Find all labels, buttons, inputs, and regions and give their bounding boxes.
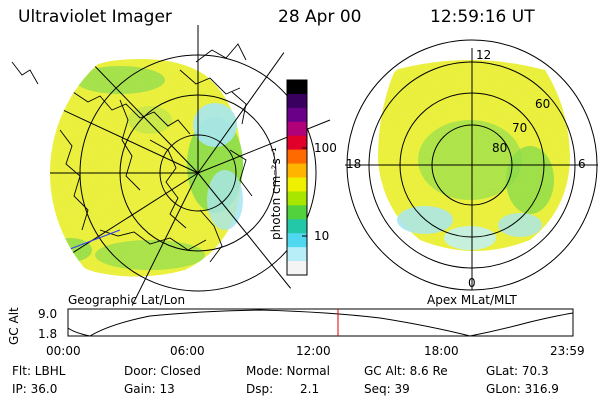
apex-polar-map: 12 18 6 0 60 70 80 [345, 39, 598, 291]
mode-status: Mode: Normal [246, 364, 330, 378]
door-status: Door: Closed [124, 364, 201, 378]
colorbar-band [287, 135, 307, 151]
ip-status: IP: 36.0 [12, 382, 58, 396]
timeline-ytick-low: 1.8 [38, 327, 57, 341]
altitude-timeline [67, 308, 574, 337]
filter-status: Flt: LBHL [12, 364, 66, 378]
outer-coastlines [11, 43, 247, 125]
mlt-label-6: 6 [578, 157, 586, 171]
colorbar [286, 79, 308, 276]
mlat-label-80: 80 [492, 141, 507, 155]
altitude-curve [67, 309, 574, 337]
colorbar-band [287, 93, 307, 109]
glon-status: GLon: 316.9 [486, 382, 559, 396]
colorbar-band [287, 149, 307, 165]
colorbar-band [287, 121, 307, 137]
colorbar-tick-10: 10 [314, 229, 329, 243]
colorbar-band [287, 80, 307, 95]
colorbar-frame [286, 79, 308, 276]
left-map-caption: Geographic Lat/Lon [68, 293, 186, 307]
right-map-caption: Apex MLat/MLT [427, 293, 517, 307]
gain-status: Gain: 13 [124, 382, 175, 396]
mlat-label-60: 60 [535, 97, 550, 111]
colorbar-unit-label: photon cm⁻²s⁻¹ [269, 147, 283, 240]
colorbar-band [287, 191, 307, 206]
geographic-map [50, 25, 346, 321]
glat-status: GLat: 70.3 [486, 364, 549, 378]
timeline-ylabel: GC Alt [7, 307, 21, 345]
timeline-ytick-high: 9.0 [38, 307, 57, 321]
timeline-xtick-0600: 06:00 [170, 344, 205, 358]
mlt-label-12: 12 [476, 48, 491, 62]
timeline-xtick-2359: 23:59 [550, 344, 585, 358]
colorbar-tick-100: 100 [314, 141, 337, 155]
colorbar-band [287, 261, 307, 276]
colorbar-band [287, 247, 307, 262]
app-title: Ultraviolet Imager [18, 7, 172, 27]
mlat-mlt-grid [345, 39, 598, 291]
colorbar-band [287, 177, 307, 193]
mlt-label-0: 0 [468, 276, 476, 290]
colorbar-band [287, 219, 307, 234]
colorbar-band [287, 107, 307, 123]
image-time: 12:59:16 UT [430, 7, 535, 27]
mlat-label-70: 70 [512, 121, 527, 135]
timeline-xtick-0000: 00:00 [46, 344, 81, 358]
timeline-xtick-1200: 12:00 [296, 344, 331, 358]
image-date: 28 Apr 00 [278, 7, 362, 27]
dsp-label: Dsp: [246, 382, 274, 396]
mlt-label-18: 18 [346, 157, 361, 171]
colorbar-band [287, 163, 307, 179]
timeline-frame [67, 308, 574, 337]
gc-alt-status: GC Alt: 8.6 Re [364, 364, 448, 378]
colorbar-band [287, 205, 307, 220]
seq-status: Seq: 39 [364, 382, 410, 396]
timeline-xtick-1800: 18:00 [424, 344, 459, 358]
dsp-value: 2.1 [300, 382, 320, 396]
colorbar-band [287, 233, 307, 248]
